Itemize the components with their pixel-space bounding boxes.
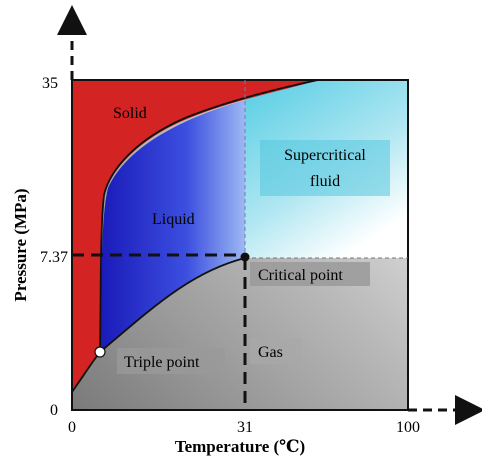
- vaporization-curve: [99, 257, 246, 353]
- supercritical-label-box: [260, 140, 390, 196]
- fusion-curve: [99, 79, 319, 353]
- gas-label-box: [250, 338, 302, 364]
- x-tick-100: 100: [396, 419, 420, 436]
- critical-point-label-box: [250, 262, 370, 286]
- liquid-region: [100, 100, 245, 352]
- y-tick-0: 0: [50, 402, 58, 419]
- triple-point-label-box: [117, 348, 225, 374]
- y-tick-7-37: 7.37: [40, 249, 68, 266]
- liquid-label: Liquid: [152, 211, 195, 228]
- x-tick-31: 31: [237, 419, 253, 436]
- supercritical-label-line2: fluid: [310, 173, 340, 190]
- y-tick-35: 35: [42, 75, 58, 92]
- triple-point-label: Triple point: [124, 354, 200, 371]
- y-axis-title: Pressure (MPa): [11, 188, 30, 301]
- critical-point-label: Critical point: [258, 267, 343, 284]
- solid-region: [72, 80, 318, 392]
- x-tick-0: 0: [68, 419, 76, 436]
- solid-label: Solid: [113, 105, 147, 122]
- critical-point-marker: [240, 252, 250, 262]
- gas-label: Gas: [258, 344, 283, 361]
- supercritical-label-line1: Supercritical: [284, 147, 366, 164]
- plot-frame: [71, 79, 409, 411]
- x-axis-title: Temperature (℃): [175, 437, 305, 456]
- triple-point-marker: [94, 346, 106, 358]
